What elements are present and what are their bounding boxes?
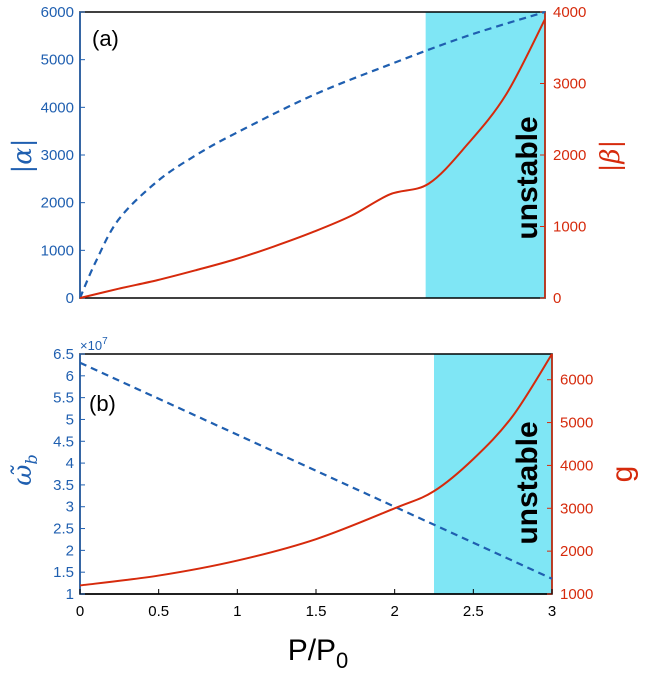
panel-b-right-axis-label: g	[606, 466, 639, 483]
exponent-base: ×10	[80, 338, 102, 353]
left-tick-label: 1000	[41, 242, 74, 259]
beta-series-line	[79, 18, 546, 299]
panel-a: 0 1000 2000 3000 4000 5000 6000 0 1000 2000 3000 4…	[8, 4, 626, 307]
x-tick-label: 2.5	[463, 603, 484, 620]
x-axis-label-sub: 0	[336, 648, 348, 673]
panel-b-x-ticks: 0 0.5 1 1.5 2 2.5 3	[76, 589, 556, 620]
left-tick-label: 2	[66, 542, 74, 559]
left-tick-label: 5.5	[53, 390, 74, 407]
left-tick-label: 5000	[41, 52, 74, 69]
omega-subscript: b	[22, 454, 41, 464]
left-tick-label: 0	[66, 290, 74, 307]
x-tick-label: 3	[548, 603, 556, 620]
panel-b-unstable-region	[434, 354, 552, 594]
right-tick-label: 6000	[560, 372, 593, 389]
panel-b-left-axis-label: ω̃b	[8, 454, 41, 485]
left-tick-label: 6.5	[53, 346, 74, 363]
panel-a-label: (a)	[92, 26, 119, 51]
right-tick-label: 4000	[560, 457, 593, 474]
panel-a-left-axis-label: |α|	[8, 138, 38, 173]
g-series-line	[79, 353, 553, 587]
left-tick-label: 4	[66, 455, 74, 472]
left-tick-label: 5	[66, 411, 74, 428]
left-tick-label: 3	[66, 499, 74, 516]
left-tick-label: 3000	[41, 147, 74, 164]
left-tick-label: 6000	[41, 4, 74, 21]
left-tick-label: 1.5	[53, 564, 74, 581]
panel-b: 1 1.5 2 2.5 3 3.5 4 4.5 5 5.5 6 6.5 1000 2000 3000 400…	[8, 336, 639, 620]
left-tick-label: 4000	[41, 99, 74, 116]
x-tick-label: 2	[390, 603, 398, 620]
right-tick-label: 4000	[553, 4, 586, 21]
x-axis-label: P/P0	[288, 634, 349, 673]
panel-b-label: (b)	[89, 391, 116, 416]
panel-b-unstable-label: unstable	[511, 421, 544, 544]
panel-a-unstable-label: unstable	[511, 116, 544, 239]
left-tick-label: 4.5	[53, 433, 74, 450]
right-tick-label: 5000	[560, 415, 593, 432]
panel-b-exponent: ×107	[80, 336, 108, 353]
x-tick-label: 0.5	[148, 603, 169, 620]
panel-b-right-ticks: 1000 2000 3000 4000 5000 6000	[547, 372, 593, 603]
right-tick-label: 3000	[553, 76, 586, 93]
right-tick-label: 2000	[560, 543, 593, 560]
right-tick-label: 0	[553, 290, 561, 307]
left-tick-label: 3.5	[53, 477, 74, 494]
x-tick-label: 0	[76, 603, 84, 620]
omega-series-line	[79, 361, 553, 580]
x-tick-label: 1	[233, 603, 241, 620]
omega-symbol: ω̃	[8, 465, 38, 486]
panel-a-right-ticks: 0 1000 2000 3000 4000	[540, 4, 586, 307]
left-tick-label: 1	[66, 586, 74, 603]
x-axis-label-main: P/P	[288, 634, 336, 667]
right-tick-label: 1000	[553, 219, 586, 236]
left-tick-label: 2.5	[53, 521, 74, 538]
left-tick-label: 6	[66, 368, 74, 385]
left-tick-label: 2000	[41, 195, 74, 212]
alpha-series-line	[78, 10, 546, 299]
panel-a-right-axis-label: |β|	[596, 140, 626, 173]
exponent-power: 7	[102, 336, 108, 347]
right-tick-label: 1000	[560, 586, 593, 603]
right-tick-label: 3000	[560, 500, 593, 517]
right-tick-label: 2000	[553, 147, 586, 164]
panel-a-left-ticks: 0 1000 2000 3000 4000 5000 6000	[41, 4, 85, 307]
x-tick-label: 1.5	[306, 603, 327, 620]
panel-b-left-ticks: 1 1.5 2 2.5 3 3.5 4 4.5 5 5.5 6 6.5	[53, 346, 85, 603]
